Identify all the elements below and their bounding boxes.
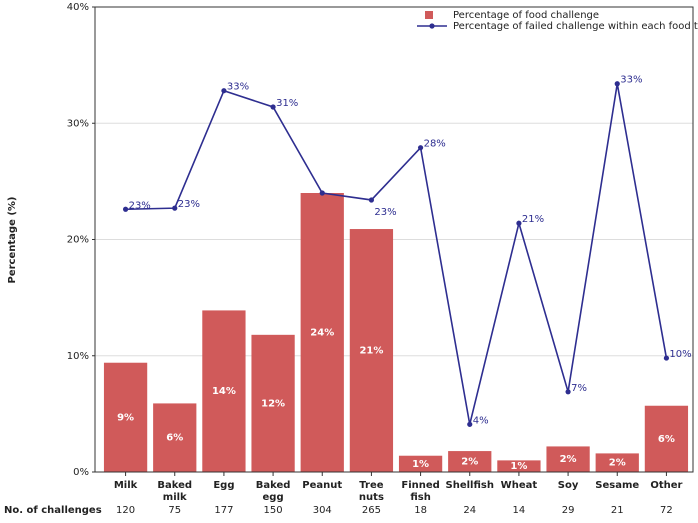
bar xyxy=(202,310,246,472)
line-value-label: 4% xyxy=(473,415,489,426)
challenge-count: 177 xyxy=(214,505,233,516)
line-value-label: 23% xyxy=(178,199,200,210)
y-axis-label: Percentage (%) xyxy=(7,197,18,284)
x-tick-label: Finned fish xyxy=(401,480,439,503)
challenge-count: 304 xyxy=(313,505,332,516)
line-point xyxy=(172,205,178,211)
line-point xyxy=(516,220,522,226)
line-value-label: 33% xyxy=(620,75,642,86)
line-point xyxy=(417,145,424,151)
line-point xyxy=(319,190,325,196)
challenge-count: 24 xyxy=(463,505,476,516)
x-tick-label: Baked milk xyxy=(157,480,192,503)
bar xyxy=(103,362,148,472)
legend-label: Percentage of food challenge xyxy=(453,10,599,21)
line-value-label: 23% xyxy=(129,200,151,211)
bar-value-label: 24% xyxy=(310,328,334,339)
challenge-count: 150 xyxy=(264,505,283,516)
line-point xyxy=(368,197,375,203)
line-point xyxy=(614,81,620,87)
line-value-label: 28% xyxy=(424,139,446,150)
challenge-count: 14 xyxy=(513,505,526,516)
bar-value-label: 6% xyxy=(658,434,675,445)
line xyxy=(125,83,668,425)
line-point xyxy=(467,421,473,427)
bar xyxy=(497,460,541,472)
x-tick-label: Egg xyxy=(213,480,234,491)
bar xyxy=(349,229,394,472)
y-tick-label: 10% xyxy=(67,351,89,362)
bar xyxy=(448,451,492,472)
x-tick-label: Shellfish xyxy=(446,480,494,491)
bar-value-label: 14% xyxy=(212,386,236,397)
x-tick-label: Milk xyxy=(114,480,138,491)
legend-swatch xyxy=(425,11,433,19)
bar-value-label: 9% xyxy=(117,412,134,423)
x-tick-label: Sesame xyxy=(595,480,639,491)
bar xyxy=(595,453,639,472)
x-tick-label: Other xyxy=(650,480,682,491)
line-value-label: 7% xyxy=(571,383,587,394)
line-point xyxy=(663,355,670,361)
plot-frame xyxy=(94,6,694,473)
bar-value-label: 2% xyxy=(461,457,478,468)
legend-label: Percentage of failed challenge within ea… xyxy=(453,21,698,32)
bar-value-label: 6% xyxy=(166,433,183,444)
x-tick-label: Tree nuts xyxy=(359,480,384,503)
line-point xyxy=(122,206,129,212)
line-value-label: 33% xyxy=(227,82,249,93)
line-point xyxy=(270,104,276,110)
bar xyxy=(300,193,344,472)
x-tick-label: Soy xyxy=(558,480,579,491)
line-value-label: 21% xyxy=(522,214,544,225)
bar xyxy=(153,403,197,472)
challenge-count: 72 xyxy=(660,505,673,516)
bar-value-label: 2% xyxy=(560,454,577,465)
y-tick-label: 0% xyxy=(73,467,89,478)
legend-marker xyxy=(429,23,435,29)
challenge-count: 120 xyxy=(116,505,135,516)
bar-value-label: 21% xyxy=(359,346,383,357)
bar-value-label: 12% xyxy=(261,398,285,409)
y-tick-label: 40% xyxy=(67,2,89,13)
challenge-count: 29 xyxy=(562,505,575,516)
bar-value-label: 1% xyxy=(510,461,527,472)
challenge-count: 75 xyxy=(168,505,181,516)
bar xyxy=(398,455,443,472)
bar xyxy=(546,446,590,472)
bar xyxy=(251,334,295,472)
y-tick-label: 20% xyxy=(67,235,89,246)
x-tick-label: Baked egg xyxy=(256,480,291,503)
line-value-label: 23% xyxy=(374,207,396,218)
bar-value-label: 2% xyxy=(609,458,626,469)
x-tick-label: Peanut xyxy=(302,480,342,491)
line-value-label: 10% xyxy=(669,349,691,360)
y-tick-label: 30% xyxy=(67,118,89,129)
challenge-count: 18 xyxy=(414,505,427,516)
challenge-count: 265 xyxy=(362,505,381,516)
line-value-label: 31% xyxy=(276,98,298,109)
bar-value-label: 1% xyxy=(412,459,429,470)
challenges-label: No. of challenges xyxy=(4,505,102,516)
line-point xyxy=(221,88,227,94)
challenge-count: 21 xyxy=(611,505,624,516)
bar xyxy=(644,405,689,472)
line-point xyxy=(565,389,571,395)
x-tick-label: Wheat xyxy=(501,480,538,491)
